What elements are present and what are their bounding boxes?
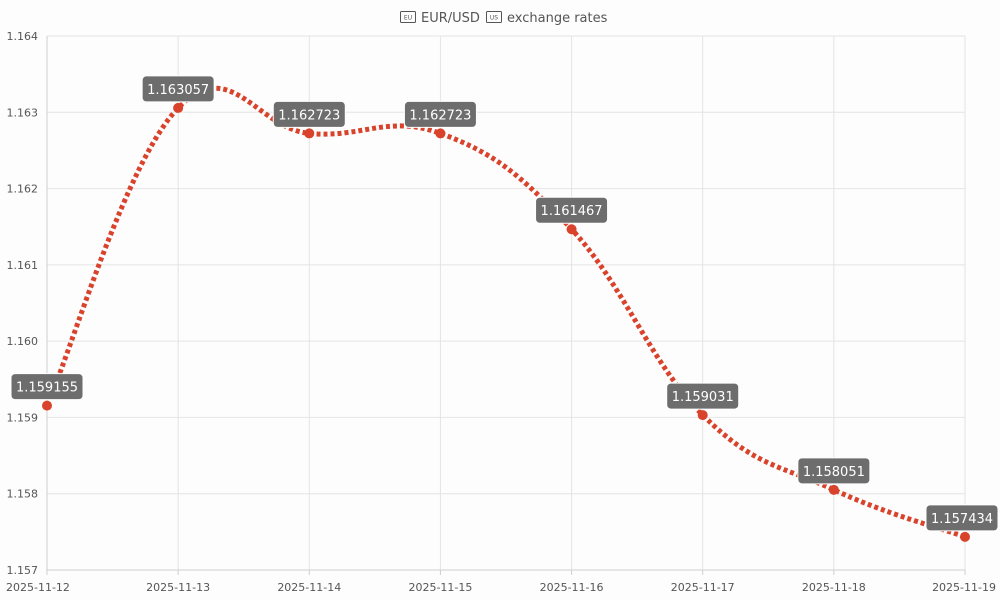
- data-label-text: 1.159155: [16, 381, 78, 396]
- data-label-box: [925, 504, 999, 532]
- data-point[interactable]: [697, 410, 708, 421]
- data-labels-layer: 1.159155 1.163057 1.162723 1.162723 1.161467…: [10, 75, 999, 532]
- y-tick-label: 1.159: [7, 411, 39, 424]
- chart-title: EU EUR/USD US exchange rates: [400, 11, 608, 26]
- data-point[interactable]: [828, 484, 839, 495]
- data-label-box: [10, 373, 84, 401]
- data-label-text: 1.162723: [409, 108, 471, 123]
- data-label-text: 1.163057: [147, 83, 209, 98]
- us-flag-icon: US: [486, 11, 502, 23]
- data-label-box: [666, 382, 740, 410]
- x-tick-label: 2025-11-14: [277, 581, 341, 594]
- x-tick-label: 2025-11-18: [802, 581, 866, 594]
- eu-flag-letters: EU: [404, 15, 412, 22]
- data-point[interactable]: [42, 400, 52, 411]
- data-label: 1.159031: [666, 382, 740, 410]
- x-tick-label: 2025-11-13: [146, 581, 210, 594]
- grid: [46, 35, 966, 571]
- data-label: 1.162723: [403, 100, 477, 128]
- data-label-box: [797, 457, 871, 485]
- data-label-box: [272, 100, 346, 128]
- data-label-box: [141, 75, 215, 103]
- x-tick-label: 2025-11-16: [540, 581, 604, 594]
- chart-title-pair: EUR/USD: [421, 11, 480, 26]
- series-line: [44, 85, 966, 540]
- x-tick-label: 2025-11-17: [671, 581, 735, 594]
- data-label-text: 1.157434: [931, 512, 993, 527]
- data-point[interactable]: [960, 531, 970, 542]
- axes: 1.164 1.163 1.162 1.161 1.160 1.159 1.158 1.157…: [6, 30, 996, 594]
- data-label: 1.158051: [797, 457, 871, 485]
- x-tick-label: 2025-11-15: [408, 581, 472, 594]
- points-layer: [42, 102, 970, 542]
- data-point[interactable]: [566, 224, 577, 235]
- y-tick-label: 1.158: [7, 488, 39, 501]
- data-point[interactable]: [304, 128, 315, 139]
- data-label-text: 1.162723: [278, 108, 340, 123]
- data-point[interactable]: [173, 102, 184, 113]
- y-tick-label: 1.164: [7, 30, 39, 43]
- chart-title-suffix: exchange rates: [507, 11, 608, 26]
- x-tick-label: 2025-11-12: [6, 581, 70, 594]
- data-label-text: 1.161467: [541, 204, 603, 219]
- data-label-text: 1.159031: [672, 390, 734, 405]
- y-tick-label: 1.157: [7, 564, 39, 577]
- data-point[interactable]: [435, 128, 446, 139]
- y-tick-label: 1.160: [7, 335, 39, 348]
- data-label: 1.157434: [925, 504, 999, 532]
- data-label: 1.162723: [272, 100, 346, 128]
- y-tick-label: 1.163: [7, 106, 39, 119]
- y-tick-label: 1.162: [7, 183, 39, 196]
- us-flag-letters: US: [490, 15, 498, 22]
- data-label: 1.159155: [10, 373, 84, 401]
- data-label: 1.161467: [535, 196, 609, 224]
- data-label: 1.163057: [141, 75, 215, 103]
- series-layer: [44, 85, 966, 540]
- y-tick-label: 1.161: [7, 259, 39, 272]
- x-tick-label: 2025-11-19: [932, 581, 996, 594]
- data-label-box: [403, 100, 477, 128]
- eu-flag-icon: EU: [400, 11, 416, 23]
- data-label-text: 1.158051: [803, 465, 865, 480]
- data-label-box: [535, 196, 609, 224]
